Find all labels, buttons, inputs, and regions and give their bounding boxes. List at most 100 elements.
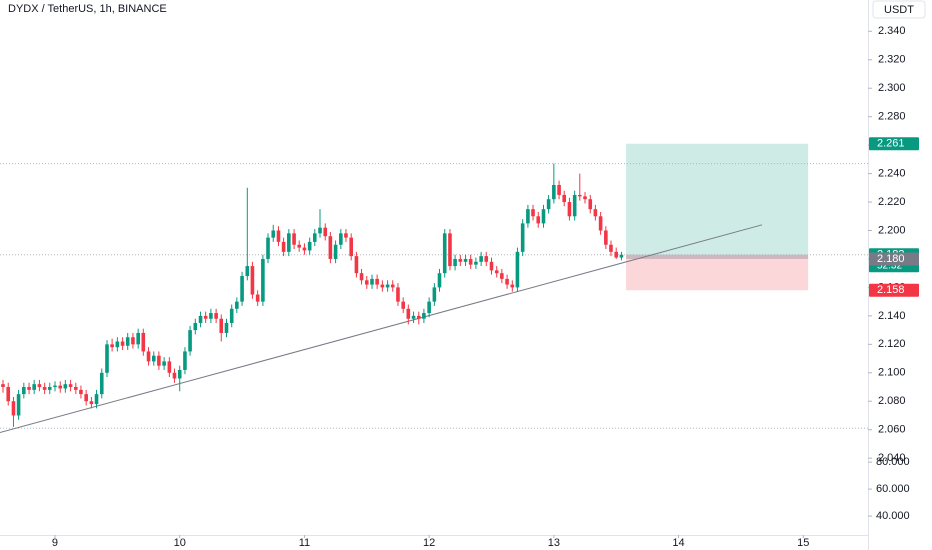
- candle-body: [120, 341, 125, 346]
- candle-body: [27, 387, 31, 390]
- candle-body: [526, 209, 530, 224]
- candle-body: [136, 332, 140, 345]
- candle-body: [146, 351, 151, 362]
- candle-body: [474, 261, 478, 265]
- candle-body: [58, 385, 63, 389]
- candle-body: [68, 384, 73, 388]
- candle-body: [292, 233, 296, 245]
- candle-body: [157, 355, 161, 366]
- candle-body: [437, 273, 442, 288]
- y-tick-label: 2.100: [878, 367, 906, 379]
- candle-body: [47, 387, 52, 390]
- candle-body: [240, 276, 244, 302]
- candle-body: [105, 344, 109, 373]
- candle-body: [344, 233, 348, 238]
- x-tick-label: 11: [299, 537, 310, 549]
- candle-body: [16, 394, 21, 416]
- candle-body: [531, 209, 535, 217]
- candle-body: [552, 184, 556, 200]
- currency-label[interactable]: USDT: [884, 4, 914, 16]
- candle-body: [245, 266, 250, 277]
- x-tick-label: 9: [52, 537, 58, 549]
- candle-body: [167, 361, 172, 373]
- x-tick-label: 15: [797, 537, 809, 549]
- x-tick-label: 13: [548, 537, 560, 549]
- candle-body: [583, 196, 587, 200]
- candle-body: [198, 315, 203, 323]
- candle-body: [520, 223, 525, 252]
- candle-body: [390, 284, 395, 288]
- candle-body: [287, 233, 291, 252]
- volume-tick-label: 60.000: [876, 483, 910, 495]
- candle-body: [333, 244, 338, 259]
- candle-body: [276, 230, 281, 242]
- y-tick-label: 2.200: [878, 224, 906, 236]
- candle-body: [209, 313, 213, 319]
- candle-body: [229, 308, 234, 323]
- candle-body: [619, 254, 624, 258]
- chart-title: DYDX / TetherUS, 1h, BINANCE: [8, 3, 167, 15]
- candle-body: [385, 284, 390, 288]
- candle-body: [510, 284, 515, 288]
- candle-body: [302, 247, 307, 251]
- price-label: 2.158: [877, 284, 905, 296]
- open-pnl-zone: [626, 254, 809, 259]
- candle-body: [99, 372, 104, 395]
- candle-body: [74, 387, 78, 390]
- candle-body: [442, 233, 447, 274]
- candle-body: [468, 258, 473, 265]
- candle-body: [375, 278, 379, 285]
- candle-body: [339, 233, 343, 245]
- candle-body: [172, 372, 177, 379]
- candle-body: [125, 337, 130, 346]
- candle-body: [323, 227, 328, 237]
- candle-body: [370, 278, 374, 285]
- candle-body: [396, 287, 400, 302]
- candle-body: [546, 199, 551, 210]
- candle-body: [6, 387, 11, 402]
- candle-body: [177, 369, 182, 379]
- candle-body: [494, 270, 499, 274]
- y-tick-label: 2.220: [878, 196, 906, 208]
- candle-body: [193, 322, 198, 331]
- price-label-box: [869, 283, 919, 297]
- candle-body: [214, 313, 218, 319]
- y-tick-label: 2.280: [878, 111, 906, 123]
- candle-body: [115, 341, 120, 348]
- candle-body: [318, 227, 322, 234]
- candle-body: [94, 394, 99, 405]
- candle-body: [406, 308, 411, 319]
- candle-body: [479, 256, 483, 262]
- candle-body: [364, 280, 369, 285]
- candle-body: [250, 266, 255, 295]
- candle-body: [505, 278, 509, 285]
- price-label: 2.180: [877, 253, 905, 265]
- y-tick-label: 2.240: [878, 167, 906, 179]
- candle-body: [79, 389, 83, 395]
- price-label-box: [869, 137, 919, 151]
- candle-body: [588, 199, 593, 210]
- candle-body: [151, 355, 156, 362]
- trendline: [0, 224, 763, 434]
- candle-body: [266, 237, 270, 259]
- candle-body: [63, 384, 68, 389]
- currency-button[interactable]: [872, 0, 926, 19]
- candle-body: [463, 258, 468, 262]
- candle-body: [541, 209, 546, 224]
- candle-body: [609, 244, 613, 252]
- candle-body: [219, 318, 224, 333]
- candle-body: [515, 251, 520, 288]
- countdown: 52:32: [877, 260, 902, 271]
- profit-zone: [626, 143, 809, 255]
- x-tick-label: 10: [174, 537, 186, 549]
- candle-body: [53, 385, 57, 388]
- candle-body: [110, 344, 114, 348]
- candle-body: [235, 301, 239, 309]
- candle-body: [271, 230, 276, 238]
- candle-body: [37, 384, 42, 388]
- candle-body: [557, 184, 561, 195]
- volume-tick-label: 80.000: [876, 456, 910, 468]
- candle-body: [11, 401, 16, 416]
- candle-body: [312, 233, 317, 242]
